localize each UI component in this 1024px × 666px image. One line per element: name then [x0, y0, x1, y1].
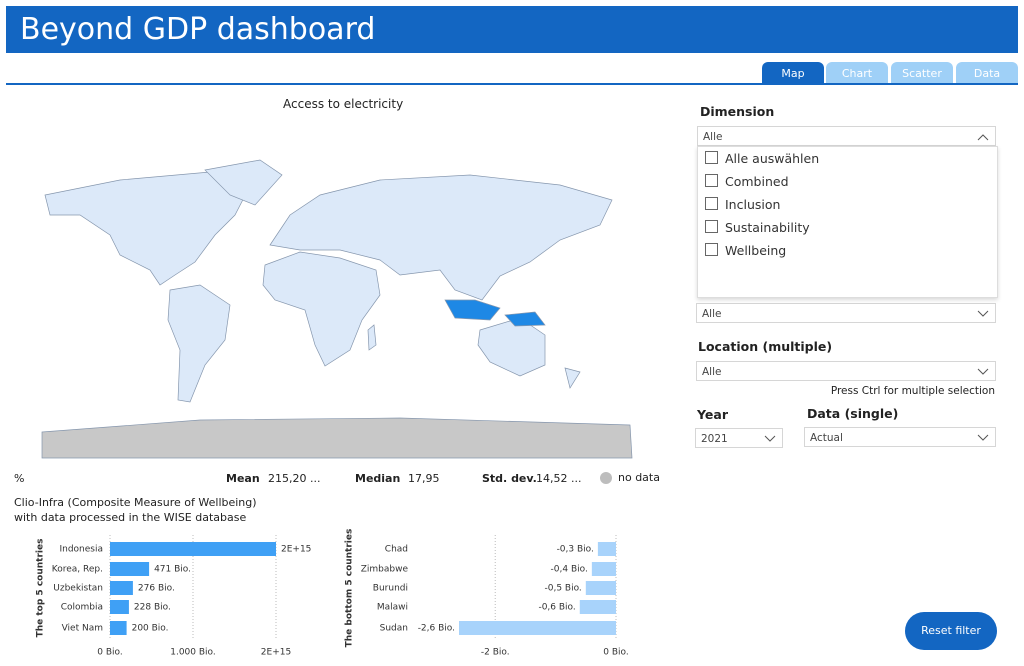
no-data-swatch — [600, 472, 612, 484]
stat-value: 215,20 ... — [268, 472, 321, 485]
title: Beyond GDP dashboard — [20, 12, 376, 47]
chevron — [977, 368, 989, 375]
dropdown-value: Alle — [703, 131, 723, 143]
dropdown[interactable]: Actual — [804, 427, 996, 447]
filter-label: Dimension — [700, 104, 775, 119]
category-label: Zimbabwe — [361, 565, 409, 575]
dropdown-value: Alle — [702, 308, 722, 320]
unit: % — [14, 472, 25, 485]
y-axis-title: The bottom 5 countries — [345, 529, 355, 648]
world-map — [41, 159, 633, 459]
bar — [591, 562, 616, 576]
value-label: 471 Bio. — [154, 565, 191, 575]
value-label: 200 Bio. — [132, 624, 169, 634]
stat-label: Median — [355, 472, 401, 485]
chevron — [977, 434, 989, 441]
category-label: Korea, Rep. — [52, 565, 103, 575]
filter-label: Location (multiple) — [698, 339, 833, 354]
option-label: Alle auswählen — [725, 151, 820, 166]
category-label: Malawi — [377, 603, 408, 613]
bar — [110, 542, 276, 556]
value-label: -0,5 Bio. — [544, 584, 581, 594]
chevron — [977, 310, 989, 317]
bar — [585, 581, 616, 595]
chevron — [764, 435, 776, 442]
reset-button[interactable]: Reset filter — [905, 612, 997, 650]
value-label: 276 Bio. — [138, 584, 175, 594]
tab[interactable]: Scatter — [891, 62, 953, 84]
category-label: Burundi — [373, 584, 408, 594]
bar — [110, 621, 127, 635]
x-tick-label: 0 Bio. — [603, 648, 628, 658]
filter-label: Data (single) — [807, 406, 899, 421]
source: with data processed in the WISE database — [14, 511, 247, 524]
y-axis-title: The top 5 countries — [36, 539, 46, 638]
category-label: Indonesia — [59, 545, 103, 555]
option[interactable]: Wellbeing — [705, 243, 786, 258]
category-label: Chad — [385, 545, 408, 555]
value-label: -0,4 Bio. — [551, 565, 588, 575]
tab-rule — [6, 83, 1018, 85]
chevron — [977, 134, 989, 141]
option-label: Sustainability — [725, 220, 810, 235]
x-tick-label: 2E+15 — [261, 648, 291, 658]
tab[interactable]: Chart — [826, 62, 888, 84]
bar — [110, 581, 133, 595]
value-label: 2E+15 — [281, 545, 311, 555]
value-label: -2,6 Bio. — [418, 624, 455, 634]
source: Clio-Infra (Composite Measure of Wellbei… — [14, 496, 257, 509]
category-label: Viet Nam — [62, 624, 103, 634]
x-tick-label: 0 Bio. — [97, 648, 122, 658]
bar — [597, 542, 616, 556]
option[interactable]: Combined — [705, 174, 789, 189]
option-label: Combined — [725, 174, 789, 189]
dropdown[interactable]: 2021 — [695, 428, 783, 448]
legend-label: no data — [618, 471, 660, 484]
filter-label: Year — [697, 407, 728, 422]
dropdown-list — [697, 146, 998, 298]
bar — [110, 562, 150, 576]
option[interactable]: Sustainability — [705, 220, 810, 235]
bar — [459, 621, 616, 635]
value-label: -0,6 Bio. — [538, 603, 575, 613]
category-label: Uzbekistan — [53, 584, 103, 594]
option-label: Wellbeing — [725, 243, 787, 258]
dropdown[interactable]: Alle — [697, 126, 996, 146]
option[interactable]: Inclusion — [705, 197, 780, 212]
bar — [579, 600, 616, 614]
dropdown-value: Alle — [702, 366, 722, 378]
stat-value: 14,52 ... — [536, 472, 582, 485]
value-label: 228 Bio. — [134, 603, 171, 613]
bar — [110, 600, 129, 614]
x-tick-label: 1.000 Bio. — [170, 648, 216, 658]
hint: Press Ctrl for multiple selection — [830, 385, 995, 397]
x-tick-label: -2 Bio. — [481, 648, 510, 658]
stat-label: Mean — [226, 472, 260, 485]
tab[interactable]: Data — [956, 62, 1018, 84]
dropdown[interactable]: Alle — [696, 303, 996, 323]
stat-value: 17,95 — [408, 472, 440, 485]
option[interactable]: Alle auswählen — [705, 151, 819, 166]
header: Beyond GDP dashboard — [6, 6, 1018, 53]
option-label: Inclusion — [725, 197, 781, 212]
dropdown-value: Actual — [810, 432, 843, 444]
tab[interactable]: Map — [762, 62, 824, 84]
stat-label: Std. dev. — [482, 472, 537, 485]
dropdown[interactable]: Alle — [696, 361, 996, 381]
category-label: Sudan — [380, 624, 408, 634]
category-label: Colombia — [61, 603, 103, 613]
value-label: -0,3 Bio. — [557, 545, 594, 555]
dropdown-value: 2021 — [701, 433, 728, 445]
map-title: Access to electricity — [283, 97, 404, 111]
